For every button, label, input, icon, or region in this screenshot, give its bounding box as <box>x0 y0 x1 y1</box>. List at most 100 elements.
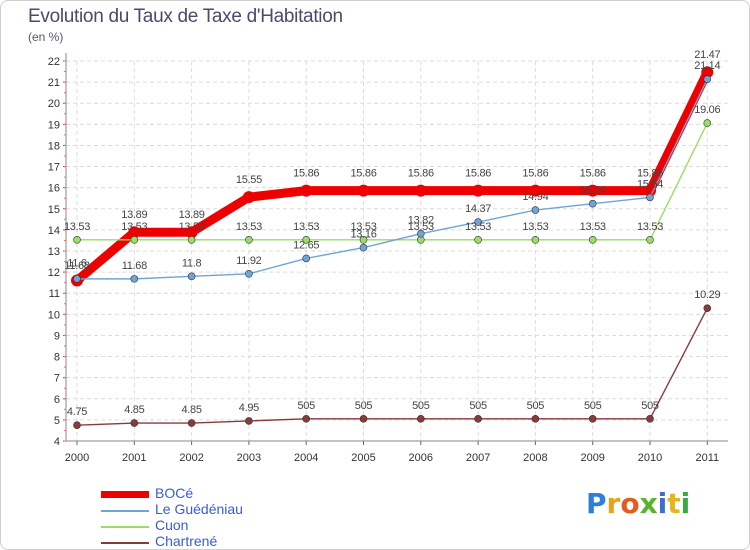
legend-item-chartrene[interactable]: Chartrené <box>101 533 341 549</box>
data-label: 13.53 <box>522 221 548 233</box>
data-point[interactable] <box>302 236 311 244</box>
data-label: 12.65 <box>293 239 319 251</box>
data-label: 15.86 <box>522 168 548 180</box>
data-point[interactable] <box>128 226 141 239</box>
data-label: 4.95 <box>239 402 259 414</box>
data-label: 13.53 <box>293 221 319 233</box>
y-tick-label: 22 <box>48 56 60 68</box>
data-point[interactable] <box>531 415 540 423</box>
data-point[interactable] <box>300 184 313 197</box>
data-label: 13.16 <box>350 229 376 241</box>
data-point[interactable] <box>245 236 253 244</box>
y-tick-label: 19 <box>48 119 60 131</box>
data-point[interactable] <box>359 415 368 423</box>
data-point[interactable] <box>474 218 482 226</box>
data-point[interactable] <box>130 419 139 427</box>
data-point[interactable] <box>359 236 368 244</box>
data-point[interactable] <box>703 119 712 127</box>
data-point[interactable] <box>302 415 311 423</box>
legend-swatch-cuon <box>101 526 149 528</box>
data-point[interactable] <box>474 236 482 244</box>
proxiti-logo: Proxiti <box>586 487 691 520</box>
x-tick-label: 2003 <box>237 452 261 464</box>
data-point[interactable] <box>588 415 597 423</box>
data-point[interactable] <box>416 415 425 423</box>
data-point[interactable] <box>701 66 714 79</box>
data-point[interactable] <box>588 199 597 208</box>
data-point[interactable] <box>73 421 81 429</box>
data-point[interactable] <box>703 304 712 313</box>
data-label: 13.53 <box>637 221 663 233</box>
data-label: 11.8 <box>182 257 202 269</box>
data-point[interactable] <box>187 236 196 244</box>
data-point[interactable] <box>242 191 255 204</box>
y-tick-label: 15 <box>48 204 60 216</box>
data-point[interactable] <box>644 184 656 197</box>
data-label: 4.85 <box>124 404 144 416</box>
legend-swatch-chartrene <box>101 542 149 544</box>
x-tick-label: 2005 <box>351 452 375 464</box>
data-point[interactable] <box>359 243 368 252</box>
y-tick-label: 14 <box>48 225 60 237</box>
y-tick-label: 7 <box>54 373 60 385</box>
legend-item-le-guedeniau[interactable]: Le Guédéniau <box>101 501 341 518</box>
data-label: 505 <box>412 400 430 412</box>
data-point[interactable] <box>245 269 253 278</box>
data-point[interactable] <box>357 184 370 197</box>
legend-item-cuon[interactable]: Cuon <box>101 517 341 534</box>
data-label: 21.47 <box>694 49 720 61</box>
data-point[interactable] <box>586 184 599 197</box>
data-point[interactable] <box>646 193 654 202</box>
data-label: 505 <box>469 400 487 412</box>
data-point[interactable] <box>588 236 597 244</box>
data-label: 15.24 <box>580 185 606 197</box>
x-tick-label: 2011 <box>695 452 719 464</box>
data-label: 15.86 <box>465 168 491 180</box>
data-point[interactable] <box>414 184 427 197</box>
data-label: 505 <box>584 400 602 412</box>
data-point[interactable] <box>73 275 81 283</box>
data-point[interactable] <box>245 417 253 425</box>
series-line-2 <box>76 122 708 241</box>
y-tick-label: 10 <box>48 309 60 321</box>
data-point[interactable] <box>302 254 311 263</box>
data-label: 4.85 <box>181 404 201 416</box>
series-layer <box>71 66 714 429</box>
data-label: 15.86 <box>580 168 606 180</box>
data-label: 11.6 <box>67 258 87 270</box>
data-point[interactable] <box>187 419 196 427</box>
data-point[interactable] <box>472 184 485 197</box>
y-tick-label: 11 <box>49 288 60 300</box>
data-label: 21.14 <box>694 60 720 72</box>
y-tick-label: 9 <box>54 330 60 342</box>
y-tick-label: 8 <box>54 352 60 364</box>
data-point[interactable] <box>529 184 542 197</box>
data-label: 13.53 <box>121 221 147 233</box>
data-point[interactable] <box>474 415 482 423</box>
data-point[interactable] <box>646 236 654 244</box>
y-tick-label: 20 <box>48 98 60 110</box>
data-label: 11.68 <box>64 260 89 272</box>
data-point[interactable] <box>416 229 425 238</box>
data-label: 10.29 <box>694 289 720 301</box>
data-point[interactable] <box>531 236 540 244</box>
x-tick-label: 2010 <box>638 452 662 464</box>
data-point[interactable] <box>130 275 139 283</box>
x-tick-label: 2006 <box>409 452 433 464</box>
x-tick-label: 2009 <box>580 452 604 464</box>
x-tick-label: 2007 <box>466 452 490 464</box>
data-point[interactable] <box>646 415 654 423</box>
data-point[interactable] <box>703 75 712 83</box>
data-point[interactable] <box>531 206 540 214</box>
data-point[interactable] <box>73 236 81 244</box>
data-point[interactable] <box>187 272 196 281</box>
legend-item-boce[interactable]: BOCé <box>101 485 341 502</box>
data-point[interactable] <box>185 226 198 239</box>
grid <box>66 60 728 442</box>
chart-title: Evolution du Taux de Taxe d'Habitation <box>28 6 343 27</box>
data-label: 13.53 <box>580 221 606 233</box>
y-tick-label: 6 <box>54 394 60 406</box>
x-tick-label: 2002 <box>179 452 203 464</box>
data-point[interactable] <box>130 236 139 244</box>
